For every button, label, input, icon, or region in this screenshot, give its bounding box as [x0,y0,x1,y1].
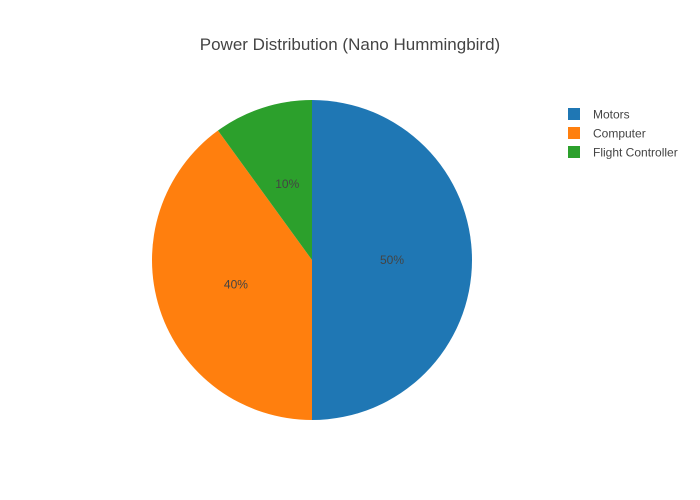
pie-slice-flight-controller[interactable] [217,100,312,260]
slice-percent-label-motors: 50% [380,253,404,267]
chart-title: Power Distribution (Nano Hummingbird) [200,35,500,54]
slice-percent-label-computer: 40% [224,278,248,292]
legend-label-computer: Computer [593,127,646,141]
legend-swatch-computer [568,127,580,139]
legend-item-flight-controller[interactable]: Flight Controller [568,146,678,160]
pie-slice-motors[interactable] [312,100,472,420]
legend-item-motors[interactable]: Motors [568,108,630,122]
pie-slices [152,100,472,420]
legend-swatch-motors [568,108,580,120]
legend: Motors Computer Flight Controller [568,108,678,160]
pie-slice-computer[interactable] [152,130,312,420]
slice-percent-label-flight-controller: 10% [275,177,299,191]
legend-swatch-flight-controller [568,146,580,158]
pie-slice-labels: 50% 40% 10% [224,177,404,292]
legend-label-flight-controller: Flight Controller [593,146,678,160]
legend-item-computer[interactable]: Computer [568,127,646,141]
legend-label-motors: Motors [593,108,630,122]
